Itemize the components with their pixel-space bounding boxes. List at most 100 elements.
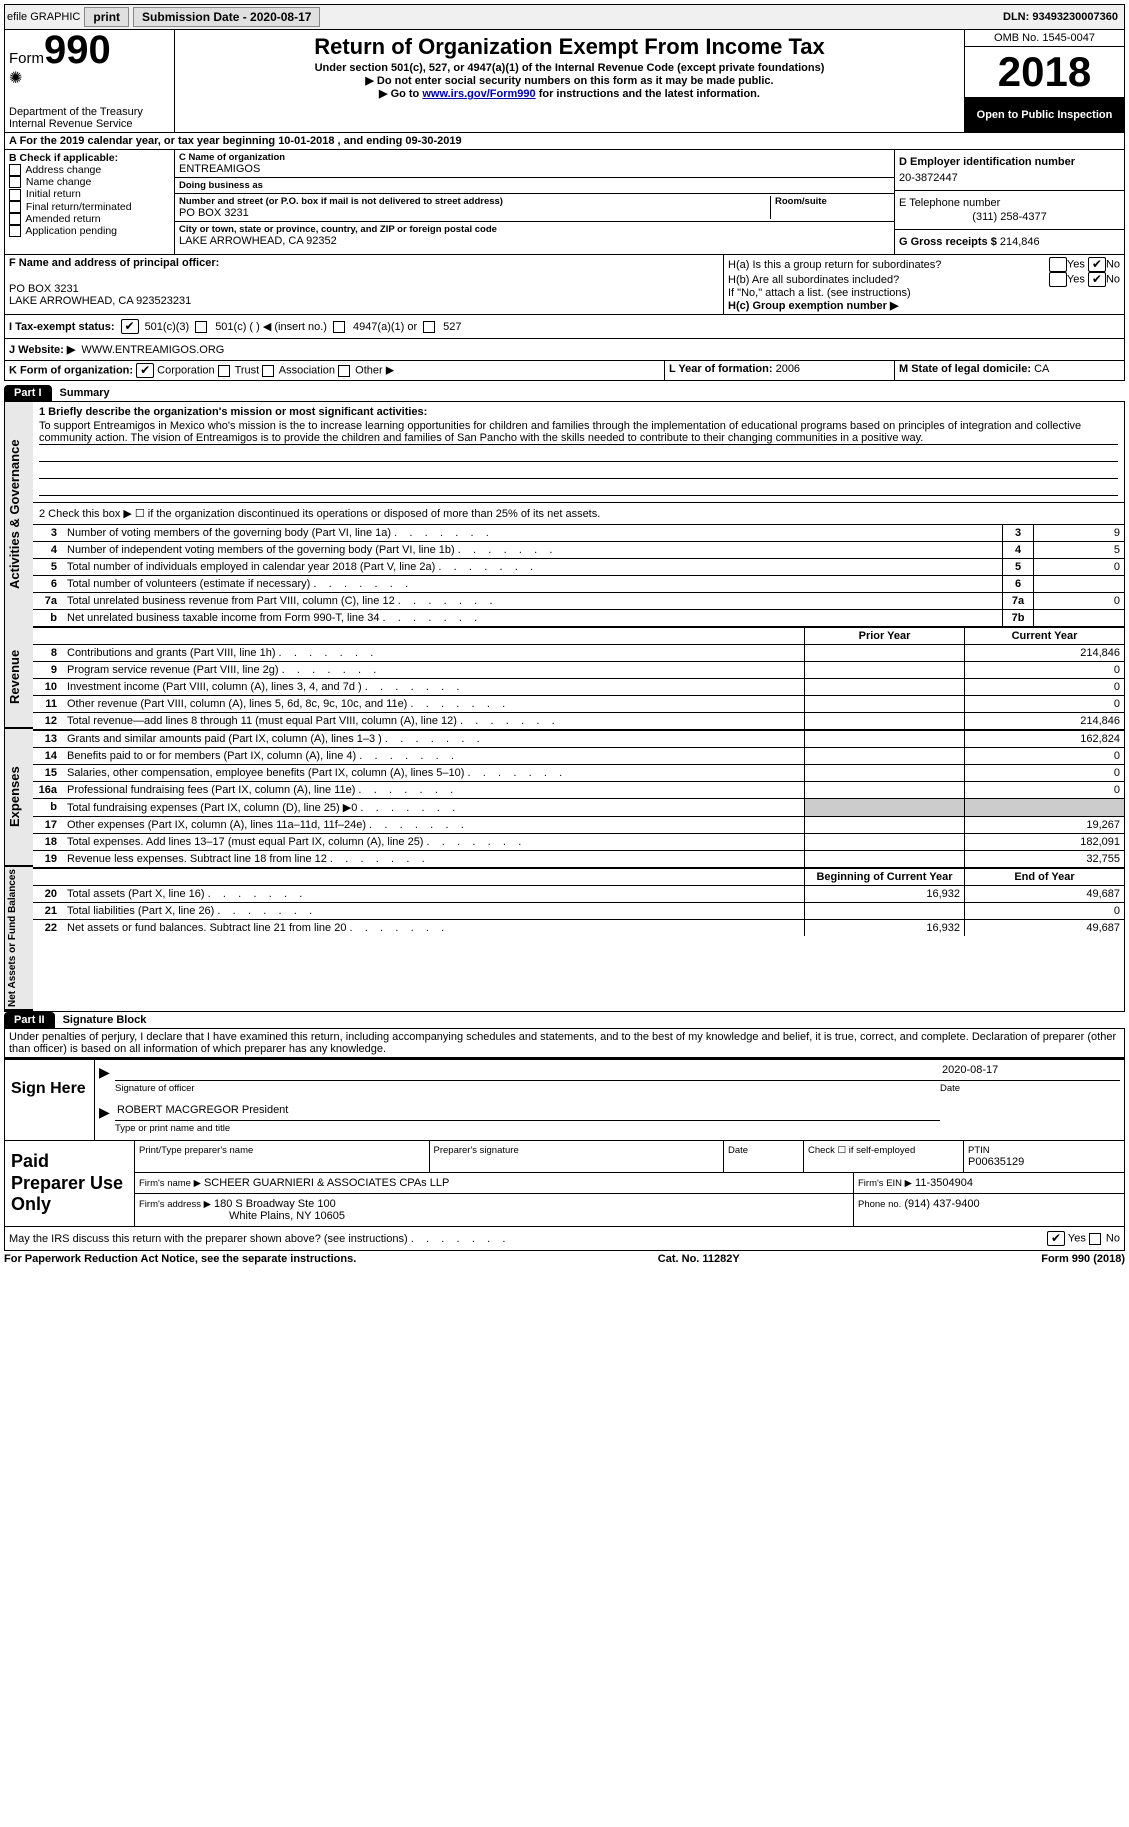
arrow-icon: ▶ [99, 1064, 115, 1081]
line-number: 18 [33, 834, 63, 850]
name-title-label: Type or print name and title [115, 1123, 940, 1134]
firm-addr-2: White Plains, NY 10605 [139, 1210, 849, 1222]
current-year-value: 0 [964, 748, 1124, 764]
website-link[interactable]: WWW.ENTREAMIGOS.ORG [81, 344, 224, 356]
line-m: M State of legal domicile: CA [894, 361, 1124, 380]
discuss-no[interactable] [1089, 1233, 1101, 1245]
form-number: 990 [44, 28, 111, 72]
print-button[interactable]: print [84, 7, 129, 27]
org-name: ENTREAMIGOS [179, 163, 890, 175]
preparer-date-label: Date [728, 1145, 799, 1156]
current-year-value: 0 [964, 662, 1124, 678]
table-row: 22 Net assets or fund balances. Subtract… [33, 919, 1124, 936]
chk-527[interactable] [423, 321, 435, 333]
chk-4947[interactable] [333, 321, 345, 333]
omb-number: OMB No. 1545-0047 [965, 30, 1124, 47]
chk-final-return[interactable]: Final return/terminated [9, 201, 170, 213]
sig-date-label: Date [940, 1083, 1120, 1094]
firm-ein: 11-3504904 [915, 1177, 973, 1189]
phone-label: E Telephone number [899, 197, 1120, 209]
part2-title: Signature Block [55, 1012, 1125, 1028]
table-row: 6 Total number of volunteers (estimate i… [33, 575, 1124, 592]
line-text: Net assets or fund balances. Subtract li… [63, 920, 804, 936]
addr-1: PO BOX 3231 [179, 207, 770, 219]
line-text: Revenue less expenses. Subtract line 18 … [63, 851, 804, 867]
tax-year: 2018 [965, 47, 1124, 98]
line-text: Total fundraising expenses (Part IX, col… [63, 799, 804, 816]
line-text: Investment income (Part VIII, column (A)… [63, 679, 804, 695]
officer-signature[interactable] [115, 1064, 940, 1081]
line-text: Total revenue—add lines 8 through 11 (mu… [63, 713, 804, 729]
prior-year-value [804, 713, 964, 729]
phone-value: (311) 258-4377 [899, 211, 1120, 223]
dln-label: DLN: 93493230007360 [1003, 11, 1122, 23]
header-left: Form990 ✺ Department of the Treasury Int… [5, 30, 175, 132]
sig-date: 2020-08-17 [940, 1064, 1120, 1081]
tax-status-label: I Tax-exempt status: [9, 321, 115, 333]
self-employed-chk[interactable]: Check ☐ if self-employed [804, 1141, 964, 1172]
line-text: Salaries, other compensation, employee b… [63, 765, 804, 781]
table-row: 16a Professional fundraising fees (Part … [33, 781, 1124, 798]
irs-link[interactable]: www.irs.gov/Form990 [422, 88, 535, 100]
submission-date: Submission Date - 2020-08-17 [133, 7, 320, 27]
chk-corp[interactable] [136, 363, 154, 378]
current-year-value: 0 [964, 679, 1124, 695]
chk-other[interactable] [338, 365, 350, 377]
chk-501c3[interactable] [121, 319, 139, 334]
table-row: 18 Total expenses. Add lines 13–17 (must… [33, 833, 1124, 850]
side-label-revenue: Revenue [5, 626, 33, 729]
instruction-2: ▶ Go to www.irs.gov/Form990 for instruct… [179, 87, 960, 100]
ha-no[interactable] [1088, 257, 1106, 272]
ha-yes[interactable] [1049, 257, 1067, 272]
table-row: 10 Investment income (Part VIII, column … [33, 678, 1124, 695]
gross-receipts-label: G Gross receipts $ [899, 236, 997, 248]
box-deg: D Employer identification number 20-3872… [894, 150, 1124, 254]
hc-label: H(c) Group exemption number ▶ [728, 299, 1120, 312]
section-fh: F Name and address of principal officer:… [4, 255, 1125, 315]
chk-trust[interactable] [218, 365, 230, 377]
prior-year-value [804, 645, 964, 661]
col-begin-year: Beginning of Current Year [804, 869, 964, 885]
table-row: 5 Total number of individuals employed i… [33, 558, 1124, 575]
gross-receipts-value: 214,846 [1000, 236, 1040, 248]
line-number: 7a [33, 593, 63, 609]
chk-amended-return[interactable]: Amended return [9, 213, 170, 225]
chk-initial-return[interactable]: Initial return [9, 188, 170, 200]
hb-no[interactable] [1088, 272, 1106, 287]
line-box: 6 [1002, 576, 1034, 592]
table-row: 11 Other revenue (Part VIII, column (A),… [33, 695, 1124, 712]
box-f-label: F Name and address of principal officer: [9, 257, 719, 269]
box-b-label: B Check if applicable: [9, 152, 170, 164]
part2-header: Part II Signature Block [4, 1012, 1125, 1028]
chk-application-pending[interactable]: Application pending [9, 225, 170, 237]
line-l: L Year of formation: 2006 [664, 361, 894, 380]
line-box: 4 [1002, 542, 1034, 558]
hb-yes[interactable] [1049, 272, 1067, 287]
arrow-icon: ▶ [99, 1104, 115, 1121]
prior-year-value [804, 679, 964, 695]
discuss-yes[interactable] [1047, 1231, 1065, 1246]
perjury-statement: Under penalties of perjury, I declare th… [4, 1028, 1125, 1058]
line-text: Total expenses. Add lines 13–17 (must eq… [63, 834, 804, 850]
firm-phone-label: Phone no. [858, 1199, 901, 1210]
footer-left: For Paperwork Reduction Act Notice, see … [4, 1253, 356, 1265]
preparer-sig-label: Preparer's signature [434, 1145, 720, 1156]
chk-address-change[interactable]: Address change [9, 164, 170, 176]
open-to-public: Open to Public Inspection [965, 98, 1124, 132]
table-row: 8 Contributions and grants (Part VIII, l… [33, 644, 1124, 661]
efile-label: efile GRAPHIC [7, 11, 80, 23]
top-bar: efile GRAPHIC print Submission Date - 20… [4, 4, 1125, 30]
line-text: Number of independent voting members of … [63, 542, 1002, 558]
table-row: 15 Salaries, other compensation, employe… [33, 764, 1124, 781]
firm-name: SCHEER GUARNIERI & ASSOCIATES CPAs LLP [204, 1177, 449, 1189]
part1-tab: Part I [4, 385, 52, 401]
line-text: Total liabilities (Part X, line 26) [63, 903, 804, 919]
prior-year-value [804, 696, 964, 712]
chk-501c[interactable] [195, 321, 207, 333]
chk-assoc[interactable] [262, 365, 274, 377]
table-row: 13 Grants and similar amounts paid (Part… [33, 729, 1124, 747]
line-text: Other revenue (Part VIII, column (A), li… [63, 696, 804, 712]
year-header-2: Beginning of Current Year End of Year [33, 867, 1124, 885]
chk-name-change[interactable]: Name change [9, 176, 170, 188]
discuss-text: May the IRS discuss this return with the… [9, 1233, 505, 1245]
